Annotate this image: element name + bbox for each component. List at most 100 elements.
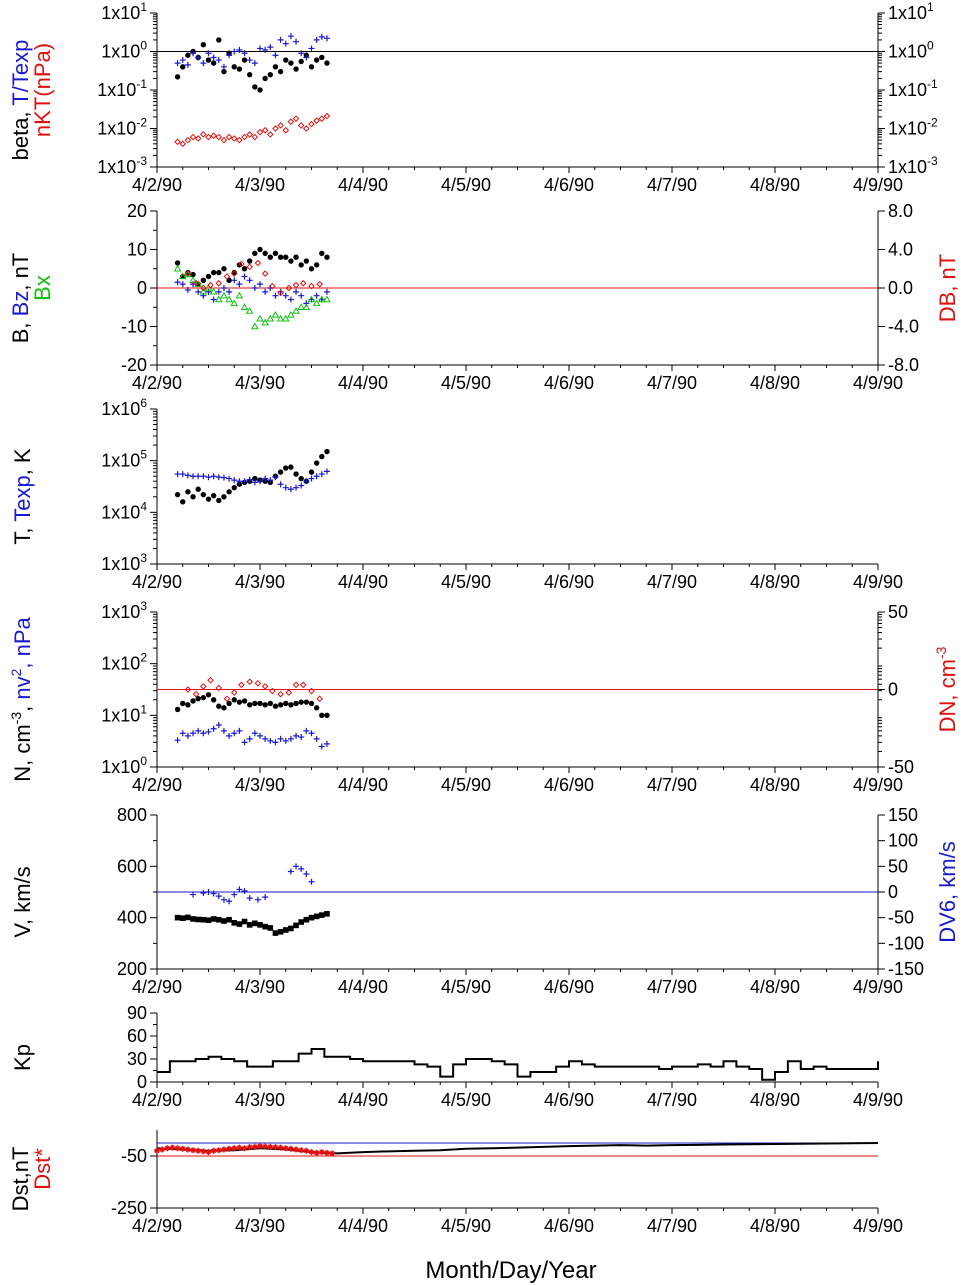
data-point <box>231 920 238 926</box>
data-point <box>323 295 331 303</box>
data-point <box>190 1147 197 1154</box>
series-red <box>154 1143 336 1157</box>
data-point <box>261 318 270 326</box>
data-point <box>184 686 192 693</box>
data-point <box>277 254 284 260</box>
data-point <box>205 474 212 481</box>
data-point <box>231 64 237 70</box>
data-point <box>293 732 300 739</box>
x-tick-label: 4/5/90 <box>441 175 491 195</box>
y-tick-label: 1x101 <box>101 702 147 725</box>
data-point <box>277 735 284 742</box>
data-point <box>282 126 290 134</box>
data-point <box>174 737 181 744</box>
x-tick-label: 4/4/90 <box>338 572 388 592</box>
y-axis-label-left: Dst,nT <box>8 1147 33 1212</box>
panel-Dst: 4/2/90 4/3/90 4/4/90 4/5/90 4/6/90 4/7/90 4/8/… <box>8 1130 903 1236</box>
x-tick-label: 4/6/90 <box>544 977 594 997</box>
data-point <box>190 730 197 737</box>
x-tick-label: 4/5/90 <box>441 1090 491 1110</box>
data-point <box>262 702 268 708</box>
data-point <box>174 1145 181 1152</box>
data-point <box>283 57 289 63</box>
data-point <box>288 60 294 66</box>
data-point <box>323 1149 330 1156</box>
y-axis-label-right: DB, nT <box>935 254 960 322</box>
data-point <box>293 484 300 491</box>
data-point <box>226 1145 233 1152</box>
data-point <box>207 281 214 289</box>
y-axis-label-left-part: Texp <box>10 475 35 521</box>
data-point <box>190 698 196 704</box>
y-tick-label-exponent: 0 <box>140 754 147 768</box>
y-axis-label-left: Kp <box>10 1044 35 1071</box>
y-axis-label-left-2-part: Bx <box>30 275 55 301</box>
data-point <box>313 36 320 43</box>
data-point <box>283 254 289 260</box>
x-tick-label: 4/6/90 <box>544 175 594 195</box>
data-point <box>324 60 330 66</box>
data-point <box>220 896 227 903</box>
data-point <box>257 1143 263 1150</box>
data-point <box>216 916 222 923</box>
y-axis-label-right: DN, cm-3 <box>933 646 960 732</box>
x-tick-label: 4/9/90 <box>853 572 903 592</box>
y-tick-label-mantissa: 1x10 <box>101 399 140 419</box>
data-point <box>220 136 228 144</box>
data-point <box>308 1149 315 1156</box>
data-point <box>272 739 279 746</box>
data-point <box>277 1144 284 1151</box>
data-point <box>323 740 330 747</box>
data-point <box>241 57 248 63</box>
data-point <box>281 314 290 322</box>
data-point <box>277 122 284 129</box>
data-point <box>216 269 222 276</box>
y-tick-label: 0 <box>137 1072 147 1092</box>
data-point <box>283 465 289 471</box>
data-point <box>236 136 243 144</box>
data-point <box>154 1147 160 1154</box>
data-point <box>298 699 304 705</box>
x-tick-label: 4/6/90 <box>544 373 594 393</box>
data-point <box>220 474 227 481</box>
y-tick-label-exponent: 3 <box>140 551 147 565</box>
y-tick-label: 1x100 <box>101 754 147 777</box>
y-axis-label-left-part: nv <box>10 676 35 699</box>
y-tick-label-right-exponent: -1 <box>927 77 938 91</box>
y-tick-label: 20 <box>127 201 147 221</box>
y-tick-label-exponent: -1 <box>136 77 147 91</box>
data-point <box>195 473 202 480</box>
data-point <box>189 133 197 141</box>
series-line <box>157 1048 879 1081</box>
x-tick-label: 4/3/90 <box>235 1090 285 1110</box>
data-point <box>308 64 315 70</box>
series-red <box>174 112 331 148</box>
x-tick-label: 4/3/90 <box>235 775 285 795</box>
y-tick-label-right-exponent: 1 <box>927 0 934 14</box>
data-point <box>269 687 276 695</box>
y-tick-label-right: 0 <box>888 680 898 700</box>
data-point <box>285 284 293 292</box>
data-point <box>287 296 294 303</box>
y-tick-label-exponent: 0 <box>140 39 147 53</box>
data-point <box>169 1144 176 1151</box>
data-point <box>262 894 269 901</box>
y-tick-label: 1x103 <box>101 551 147 574</box>
data-point <box>238 681 245 689</box>
data-point <box>184 270 192 277</box>
data-point <box>215 133 223 141</box>
y-axis-label-right: DV6, km/s <box>935 841 960 942</box>
y-axis-label-left: V, km/s <box>10 866 35 937</box>
data-point <box>200 1148 207 1155</box>
data-point <box>174 74 181 80</box>
x-tick-label: 4/5/90 <box>441 572 491 592</box>
data-point <box>246 277 253 284</box>
data-point <box>200 890 207 897</box>
data-point <box>324 448 330 455</box>
y-axis-label-left-2: Bx <box>30 275 55 301</box>
data-point <box>240 303 249 310</box>
y-tick-label: 800 <box>117 805 147 825</box>
data-point <box>319 54 325 61</box>
x-tick-label: 4/7/90 <box>647 1090 697 1110</box>
data-point <box>293 700 299 707</box>
